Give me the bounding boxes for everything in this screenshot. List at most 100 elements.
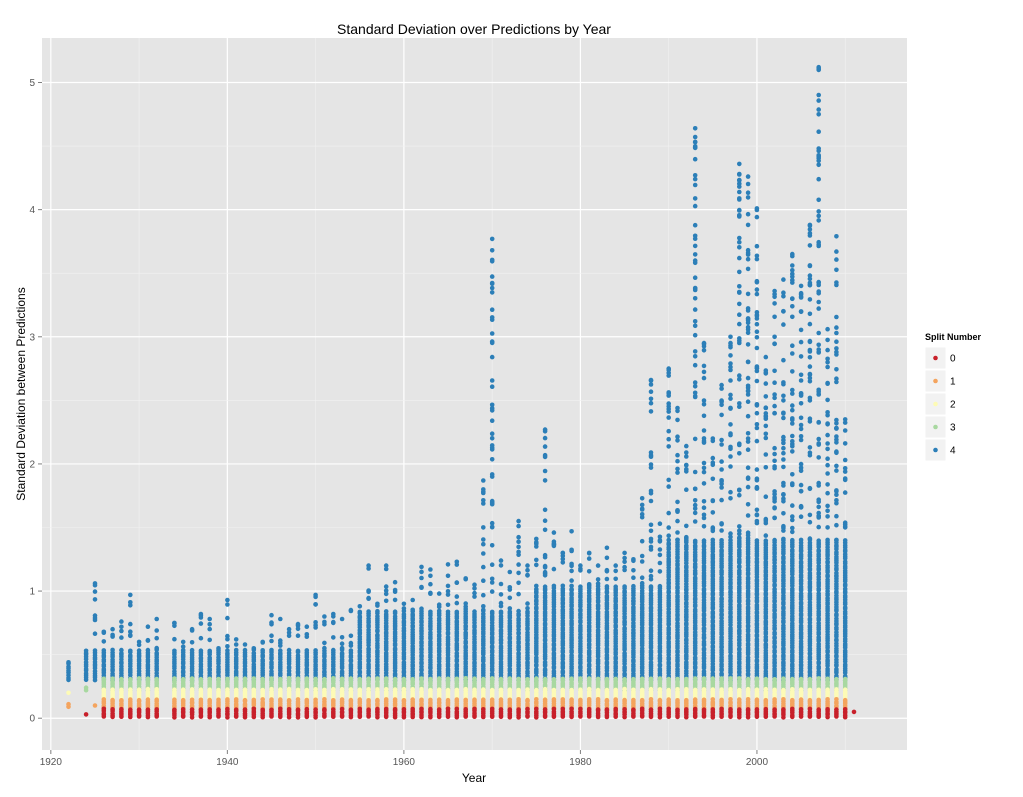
data-point-split-4 xyxy=(639,507,645,512)
data-point-split-4 xyxy=(622,671,627,676)
data-point-split-4 xyxy=(481,478,486,483)
data-point-split-4 xyxy=(719,575,724,580)
data-point-split-4 xyxy=(737,213,742,218)
data-point-split-4 xyxy=(639,580,645,586)
data-point-split-4 xyxy=(834,468,839,473)
data-point-split-4 xyxy=(737,171,742,177)
data-point-split-4 xyxy=(375,632,380,638)
data-point-split-4 xyxy=(737,547,742,553)
data-point-split-4 xyxy=(233,637,239,642)
data-point-split-4 xyxy=(842,428,848,433)
data-point-split-4 xyxy=(489,431,495,437)
data-point-split-2 xyxy=(639,687,645,693)
data-point-split-4 xyxy=(772,537,777,543)
data-point-split-4 xyxy=(728,454,733,459)
data-point-split-3 xyxy=(657,676,663,681)
data-point-split-4 xyxy=(481,537,486,542)
data-point-split-4 xyxy=(366,589,371,595)
data-point-split-4 xyxy=(701,481,707,486)
data-point-split-4 xyxy=(295,653,301,658)
data-point-split-4 xyxy=(790,514,795,519)
data-point-split-4 xyxy=(701,611,707,617)
data-point-split-4 xyxy=(763,533,769,538)
data-point-split-4 xyxy=(489,580,495,585)
data-point-split-4 xyxy=(719,528,724,533)
data-point-split-2 xyxy=(198,687,204,692)
data-point-split-4 xyxy=(807,445,813,450)
data-points xyxy=(66,64,857,720)
data-point-split-4 xyxy=(807,276,813,282)
data-point-split-4 xyxy=(710,455,716,461)
data-point-split-4 xyxy=(728,392,733,398)
data-point-split-3 xyxy=(816,676,821,681)
data-point-split-4 xyxy=(516,562,521,567)
data-point-split-4 xyxy=(278,616,283,622)
data-point-split-4 xyxy=(648,584,654,589)
data-point-split-4 xyxy=(816,570,821,576)
data-point-split-4 xyxy=(692,349,698,354)
data-point-split-4 xyxy=(781,434,786,440)
data-point-split-4 xyxy=(657,569,663,574)
data-point-split-4 xyxy=(692,173,698,178)
data-point-split-4 xyxy=(639,496,645,501)
data-point-split-4 xyxy=(604,630,610,635)
data-point-split-4 xyxy=(648,400,654,406)
data-point-split-4 xyxy=(472,590,477,596)
data-point-split-4 xyxy=(207,616,212,622)
data-point-split-4 xyxy=(754,486,760,491)
data-point-split-4 xyxy=(639,559,645,564)
data-point-split-4 xyxy=(92,597,98,602)
data-point-split-4 xyxy=(772,392,777,397)
data-point-split-4 xyxy=(745,342,751,347)
data-point-split-4 xyxy=(516,591,521,597)
data-point-split-4 xyxy=(357,604,363,609)
data-point-split-4 xyxy=(754,253,760,259)
data-point-split-4 xyxy=(542,478,548,483)
data-point-split-4 xyxy=(842,586,848,592)
data-point-split-3 xyxy=(278,676,283,682)
data-point-split-4 xyxy=(772,380,777,386)
data-point-split-4 xyxy=(701,669,707,674)
data-point-split-4 xyxy=(816,148,821,154)
data-point-split-4 xyxy=(772,451,777,457)
data-point-split-4 xyxy=(392,589,398,594)
data-point-split-4 xyxy=(701,625,707,631)
data-point-split-4 xyxy=(225,615,230,621)
data-point-split-4 xyxy=(216,664,221,669)
data-point-split-3 xyxy=(172,676,177,681)
data-point-split-4 xyxy=(763,431,769,437)
data-point-split-4 xyxy=(790,268,795,273)
data-point-split-4 xyxy=(772,301,777,306)
data-point-split-4 xyxy=(701,469,707,475)
data-point-split-4 xyxy=(781,605,786,610)
data-point-split-4 xyxy=(692,176,698,182)
data-point-split-4 xyxy=(834,421,839,426)
data-point-split-4 xyxy=(807,591,813,596)
data-point-split-4 xyxy=(790,537,795,543)
data-point-split-4 xyxy=(807,297,813,302)
data-point-split-4 xyxy=(692,203,698,209)
data-point-split-4 xyxy=(392,646,398,651)
data-point-split-4 xyxy=(419,564,424,570)
data-point-split-4 xyxy=(737,177,742,183)
data-point-split-4 xyxy=(684,600,689,605)
data-point-split-3 xyxy=(595,676,601,682)
data-point-split-4 xyxy=(542,507,548,513)
data-point-split-4 xyxy=(657,547,663,552)
data-point-split-4 xyxy=(781,322,786,327)
data-point-split-4 xyxy=(657,653,663,658)
data-point-split-4 xyxy=(675,458,680,464)
data-point-split-4 xyxy=(781,450,786,456)
data-point-split-4 xyxy=(348,640,354,646)
data-point-split-4 xyxy=(498,581,504,587)
data-point-split-4 xyxy=(772,515,777,521)
data-point-split-4 xyxy=(489,445,495,451)
data-point-split-4 xyxy=(622,559,627,564)
data-point-split-4 xyxy=(825,397,830,403)
data-point-split-4 xyxy=(790,525,795,531)
data-point-split-4 xyxy=(481,662,486,667)
data-point-split-4 xyxy=(701,428,707,433)
data-point-split-4 xyxy=(728,361,733,366)
data-point-split-4 xyxy=(648,389,654,395)
data-point-split-4 xyxy=(790,391,795,396)
